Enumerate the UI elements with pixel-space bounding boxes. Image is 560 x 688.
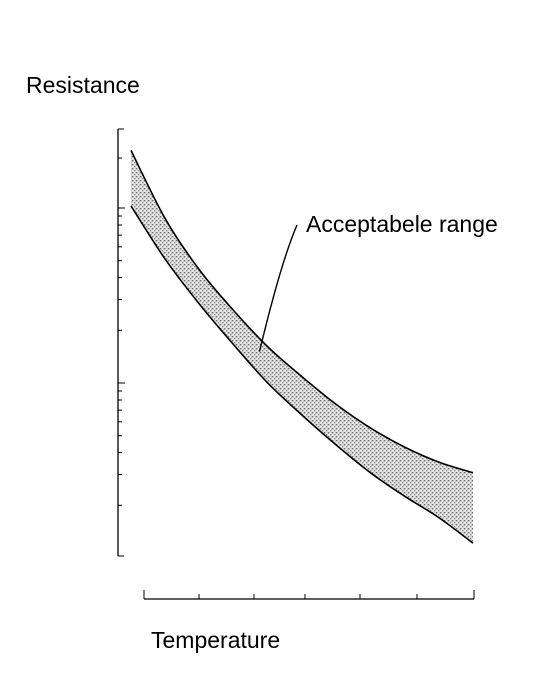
y-axis-label: Resistance	[26, 72, 140, 98]
annotation-leader-line	[258, 224, 298, 352]
y-axis	[117, 128, 124, 557]
y-ticks	[118, 157, 125, 506]
lower-bound-curve	[130, 205, 474, 544]
x-ticks	[143, 590, 475, 599]
upper-bound-curve	[130, 150, 474, 474]
acceptable-range-band	[131, 150, 473, 544]
annotation-label: Acceptabele range	[306, 211, 498, 237]
x-axis-label: Temperature	[151, 627, 280, 653]
